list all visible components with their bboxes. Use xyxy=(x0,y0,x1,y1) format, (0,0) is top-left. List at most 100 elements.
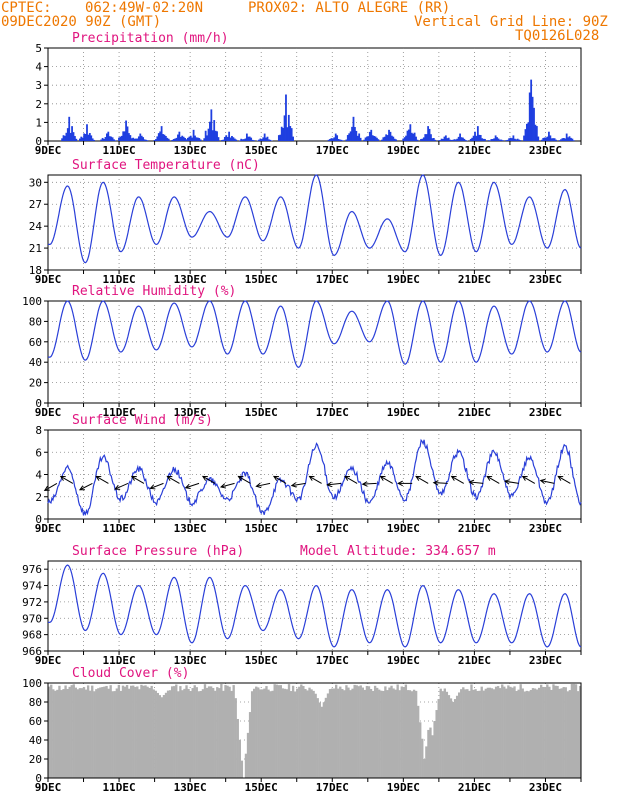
precip-bar xyxy=(104,137,107,141)
cloud-bar xyxy=(224,685,227,778)
precip-bar xyxy=(259,138,262,141)
cloud-bar xyxy=(404,684,408,778)
precip-bar xyxy=(366,136,368,141)
cloud-bar xyxy=(99,687,102,778)
cloud-bar xyxy=(378,689,381,778)
cloud-bar xyxy=(423,759,426,778)
cloud-bar xyxy=(478,690,481,778)
precip-bar xyxy=(402,138,405,141)
precip-bar xyxy=(525,123,528,141)
precip-bar xyxy=(568,136,571,141)
precip-bar xyxy=(345,139,348,141)
cloud-bar xyxy=(236,718,239,778)
precip-bar xyxy=(493,138,496,141)
cloud-bar xyxy=(402,687,405,778)
cloud-bar xyxy=(123,686,127,778)
precip-bar xyxy=(533,107,535,141)
precip-bar xyxy=(490,139,493,141)
precip-bar xyxy=(385,134,388,141)
wind-series-line xyxy=(47,438,582,516)
temp-xtick-label: 23DEC xyxy=(529,273,562,286)
cloud-bar xyxy=(154,690,157,778)
precip-bar xyxy=(537,136,540,141)
cloud-bar xyxy=(529,689,533,778)
precip-bar xyxy=(428,128,431,141)
wind-arrow xyxy=(256,482,271,487)
precip-bar xyxy=(393,138,396,141)
precip-bar xyxy=(287,114,290,141)
rh-xtick-label: 21DEC xyxy=(458,406,491,419)
cloud-bar xyxy=(314,693,317,778)
cloud-bar xyxy=(230,690,233,778)
wind-arrow xyxy=(362,482,377,485)
wind-arrow-head xyxy=(166,475,173,481)
wind-xtick-label: 23DEC xyxy=(529,522,562,535)
cloud-bar xyxy=(380,690,383,778)
precip-bar xyxy=(546,136,549,141)
precip-bar xyxy=(105,133,108,141)
cloud-bar xyxy=(398,690,401,778)
cloud-bar xyxy=(480,686,483,778)
wind-arrow-head xyxy=(149,484,156,490)
precip-bar xyxy=(240,138,243,141)
precip-bar xyxy=(160,126,163,141)
precip-bar xyxy=(118,137,120,141)
cloud-bar xyxy=(294,691,297,778)
precip-title: Precipitation (mm/h) xyxy=(72,31,229,46)
precip-bar xyxy=(549,135,552,141)
temp-ytick-label: 30 xyxy=(29,176,42,189)
cloud-bar xyxy=(484,688,487,778)
precip-bar xyxy=(248,136,251,141)
cloud-xtick-label: 17DEC xyxy=(316,781,349,794)
wind-arrow-head xyxy=(415,475,422,481)
cloud-bar xyxy=(289,691,293,778)
precip-bar xyxy=(130,138,133,141)
precip-bar xyxy=(552,138,555,141)
wind-arrow-head xyxy=(361,481,368,487)
cloud-bar xyxy=(513,686,516,778)
cloud-bar xyxy=(367,686,371,778)
precip-bar xyxy=(354,127,356,141)
cloud-bar xyxy=(568,690,572,778)
cloud-ytick-label: 20 xyxy=(29,753,42,766)
cloud-bar xyxy=(386,690,389,778)
cloud-bar xyxy=(234,698,237,778)
cloud-bar xyxy=(308,687,311,778)
cloud-bar xyxy=(382,690,385,778)
cloud-bar xyxy=(449,698,453,778)
precip-bar xyxy=(192,129,195,141)
cloud-bar xyxy=(376,687,379,778)
precip-bar xyxy=(125,120,127,141)
cloud-bar xyxy=(220,684,223,778)
cloud-bar xyxy=(173,686,176,778)
wind-arrow-head xyxy=(379,475,386,481)
precip-bar xyxy=(371,135,374,141)
precip-bar xyxy=(337,138,340,141)
precip-bar xyxy=(540,139,543,141)
precip-bar xyxy=(280,126,283,141)
cloud-bar xyxy=(52,689,55,778)
cloud-bar xyxy=(246,732,250,778)
precip-bar xyxy=(286,127,289,141)
precip-bar xyxy=(251,139,254,141)
precip-bar xyxy=(111,137,114,141)
cloud-bar xyxy=(544,686,547,778)
cloud-bar xyxy=(337,688,340,778)
precip-bar xyxy=(171,140,174,141)
wind-xtick-label: 19DEC xyxy=(387,522,420,535)
cloud-bar xyxy=(363,689,367,778)
precip-bar xyxy=(91,138,94,141)
precip-bar xyxy=(491,139,494,141)
cloud-bar xyxy=(392,688,395,778)
precip-bar xyxy=(497,138,500,141)
header-model: TQ0126L028 xyxy=(515,28,600,44)
precip-bar xyxy=(114,140,117,141)
cloud-bar xyxy=(72,684,75,778)
cloud-bar xyxy=(503,686,506,778)
precip-bar xyxy=(140,135,143,141)
precip-bar xyxy=(263,133,266,141)
precip-bar xyxy=(266,136,269,141)
precip-bar xyxy=(427,126,430,141)
precip-bar xyxy=(228,131,231,141)
precip-bar xyxy=(553,138,556,141)
